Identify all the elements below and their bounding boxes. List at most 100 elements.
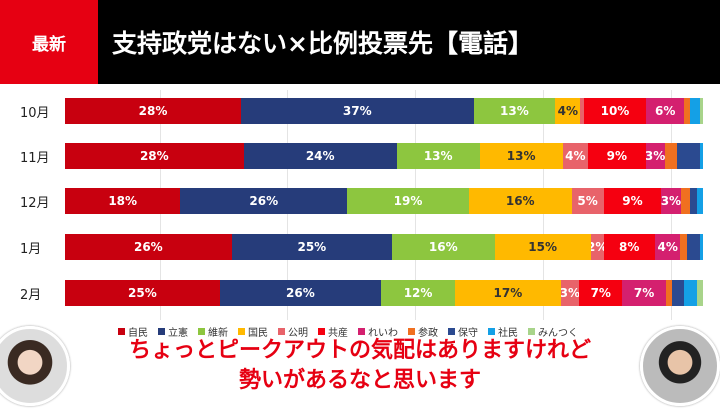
latest-badge: 最新 xyxy=(0,0,98,84)
legend-swatch xyxy=(198,328,205,335)
bar-segment-公明: 3% xyxy=(560,280,580,306)
header: 最新 支持政党はない×比例投票先【電話】 xyxy=(0,0,720,84)
bar-row: 2月 25% 26% 12% 17% 3% 7% 7% xyxy=(20,280,710,306)
legend-label: 参政 xyxy=(418,328,438,339)
bar-segment-れいわ: 4% xyxy=(654,234,681,260)
legend-item: みんつく xyxy=(528,324,578,339)
bar-segment-立憲: 24% xyxy=(243,143,397,169)
bar-segment-みんつく xyxy=(699,98,703,124)
subtitle-line-2: 勢いがあるなと思います xyxy=(238,368,481,393)
bar-segment-維新: 13% xyxy=(396,143,480,169)
bar-row: 1月 26%25%16%15%2%8%4% xyxy=(20,234,710,260)
bar-segment-公明: 4% xyxy=(562,143,589,169)
bar-row: 11月 28% 24% 13% 13% 4% 9% 3% xyxy=(20,143,710,169)
bar-segment-立憲: 26% xyxy=(180,188,348,214)
legend-label: 社民 xyxy=(498,328,518,339)
legend-label: 維新 xyxy=(208,328,228,339)
bar-segment-共産: 8% xyxy=(603,234,655,260)
bar-row: 10月 28% 37% 13% 4% 10% 6% xyxy=(20,98,710,124)
bar-segment-自民: 25% xyxy=(65,280,220,306)
bar-segment-維新: 12% xyxy=(380,280,456,306)
bar-segment-国民: 15% xyxy=(494,234,591,260)
bar-segment-自民: 28% xyxy=(65,98,241,124)
legend-label: 立憲 xyxy=(168,328,188,339)
stacked-bar: 25% 26% 12% 17% 3% 7% 7% xyxy=(65,280,703,306)
bar-segment-保守 xyxy=(677,143,700,169)
legend-swatch xyxy=(118,328,125,335)
bar-segment-保守 xyxy=(686,234,700,260)
page-title: 支持政党はない×比例投票先【電話】 xyxy=(112,29,533,58)
subtitle-line-1: ちょっとピークアウトの気配はありますけれど xyxy=(128,338,591,363)
legend-label: 公明 xyxy=(288,328,308,339)
bar-segment-共産: 9% xyxy=(588,143,646,169)
stacked-bar: 18% 26% 19% 16% 5% 9% 3% xyxy=(65,188,703,214)
bar-segment-れいわ: 6% xyxy=(646,98,685,124)
month-label: 1月 xyxy=(20,241,42,257)
month-label: 11月 xyxy=(20,150,50,166)
legend-item: 自民 xyxy=(118,324,148,339)
bar-segment-維新: 13% xyxy=(473,98,556,124)
legend-item: れいわ xyxy=(358,324,398,339)
bar-segment-公明 xyxy=(580,98,584,124)
bar-segment-社民 xyxy=(690,98,700,124)
bar-segment-立憲: 37% xyxy=(241,98,474,124)
legend-item: 立憲 xyxy=(158,324,188,339)
legend-swatch xyxy=(358,328,365,335)
bar-segment-みんつく xyxy=(696,280,703,306)
bar-segment-社民 xyxy=(696,188,703,214)
legend-item: 国民 xyxy=(238,324,268,339)
bar-segment-維新: 19% xyxy=(347,188,469,214)
bar-segment-社民 xyxy=(699,234,703,260)
bar-segment-国民: 4% xyxy=(555,98,581,124)
legend-swatch xyxy=(238,328,245,335)
bar-segment-社民 xyxy=(684,280,697,306)
stacked-bar: 28% 37% 13% 4% 10% 6% xyxy=(65,98,703,124)
bar-segment-参政 xyxy=(680,234,687,260)
month-label: 2月 xyxy=(20,287,42,303)
bar-segment-公明: 5% xyxy=(571,188,604,214)
bar-segment-国民: 17% xyxy=(455,280,561,306)
bar-segment-れいわ: 3% xyxy=(645,143,665,169)
bar-segment-自民: 26% xyxy=(65,234,232,260)
bar-segment-共産: 10% xyxy=(583,98,647,124)
legend-label: れいわ xyxy=(368,328,398,339)
legend-item: 維新 xyxy=(198,324,228,339)
bar-segment-参政 xyxy=(684,98,691,124)
presenter-right-avatar xyxy=(640,326,720,406)
legend-swatch xyxy=(408,328,415,335)
bar-segment-保守 xyxy=(671,280,685,306)
bar-segment-自民: 18% xyxy=(65,188,181,214)
bar-segment-自民: 28% xyxy=(65,143,244,169)
legend-swatch xyxy=(158,328,165,335)
legend-label: 自民 xyxy=(128,328,148,339)
legend-item: 社民 xyxy=(488,324,518,339)
legend-swatch xyxy=(318,328,325,335)
bar-segment-共産: 9% xyxy=(603,188,662,214)
legend-item: 公明 xyxy=(278,324,308,339)
legend-swatch xyxy=(448,328,455,335)
bar-segment-保守 xyxy=(690,188,697,214)
bar-segment-国民: 16% xyxy=(468,188,572,214)
stacked-bar: 28% 24% 13% 13% 4% 9% 3% xyxy=(65,143,703,169)
legend-label: 国民 xyxy=(248,328,268,339)
legend-item: 保守 xyxy=(448,324,478,339)
presenter-left-avatar xyxy=(0,326,70,406)
legend-label: みんつく xyxy=(538,328,578,339)
legend-swatch xyxy=(278,328,285,335)
bar-segment-参政 xyxy=(680,188,691,214)
legend-item: 参政 xyxy=(408,324,438,339)
bar-segment-国民: 13% xyxy=(479,143,563,169)
legend: 自民 立憲 維新 国民 公明 共産 れいわ 参政 保守 社民 みんつく xyxy=(118,324,578,339)
legend-label: 保守 xyxy=(458,328,478,339)
bar-segment-参政 xyxy=(664,143,678,169)
bar-segment-れいわ: 7% xyxy=(622,280,666,306)
legend-label: 共産 xyxy=(328,328,348,339)
bar-segment-公明: 2% xyxy=(590,234,604,260)
legend-swatch xyxy=(528,328,535,335)
bar-segment-共産: 7% xyxy=(579,280,623,306)
month-label: 10月 xyxy=(20,105,50,121)
legend-item: 共産 xyxy=(318,324,348,339)
bar-segment-立憲: 26% xyxy=(219,280,381,306)
bar-segment-維新: 16% xyxy=(392,234,495,260)
subtitle: ちょっとピークアウトの気配はありますけれど 勢いがあるなと思います xyxy=(0,336,720,396)
